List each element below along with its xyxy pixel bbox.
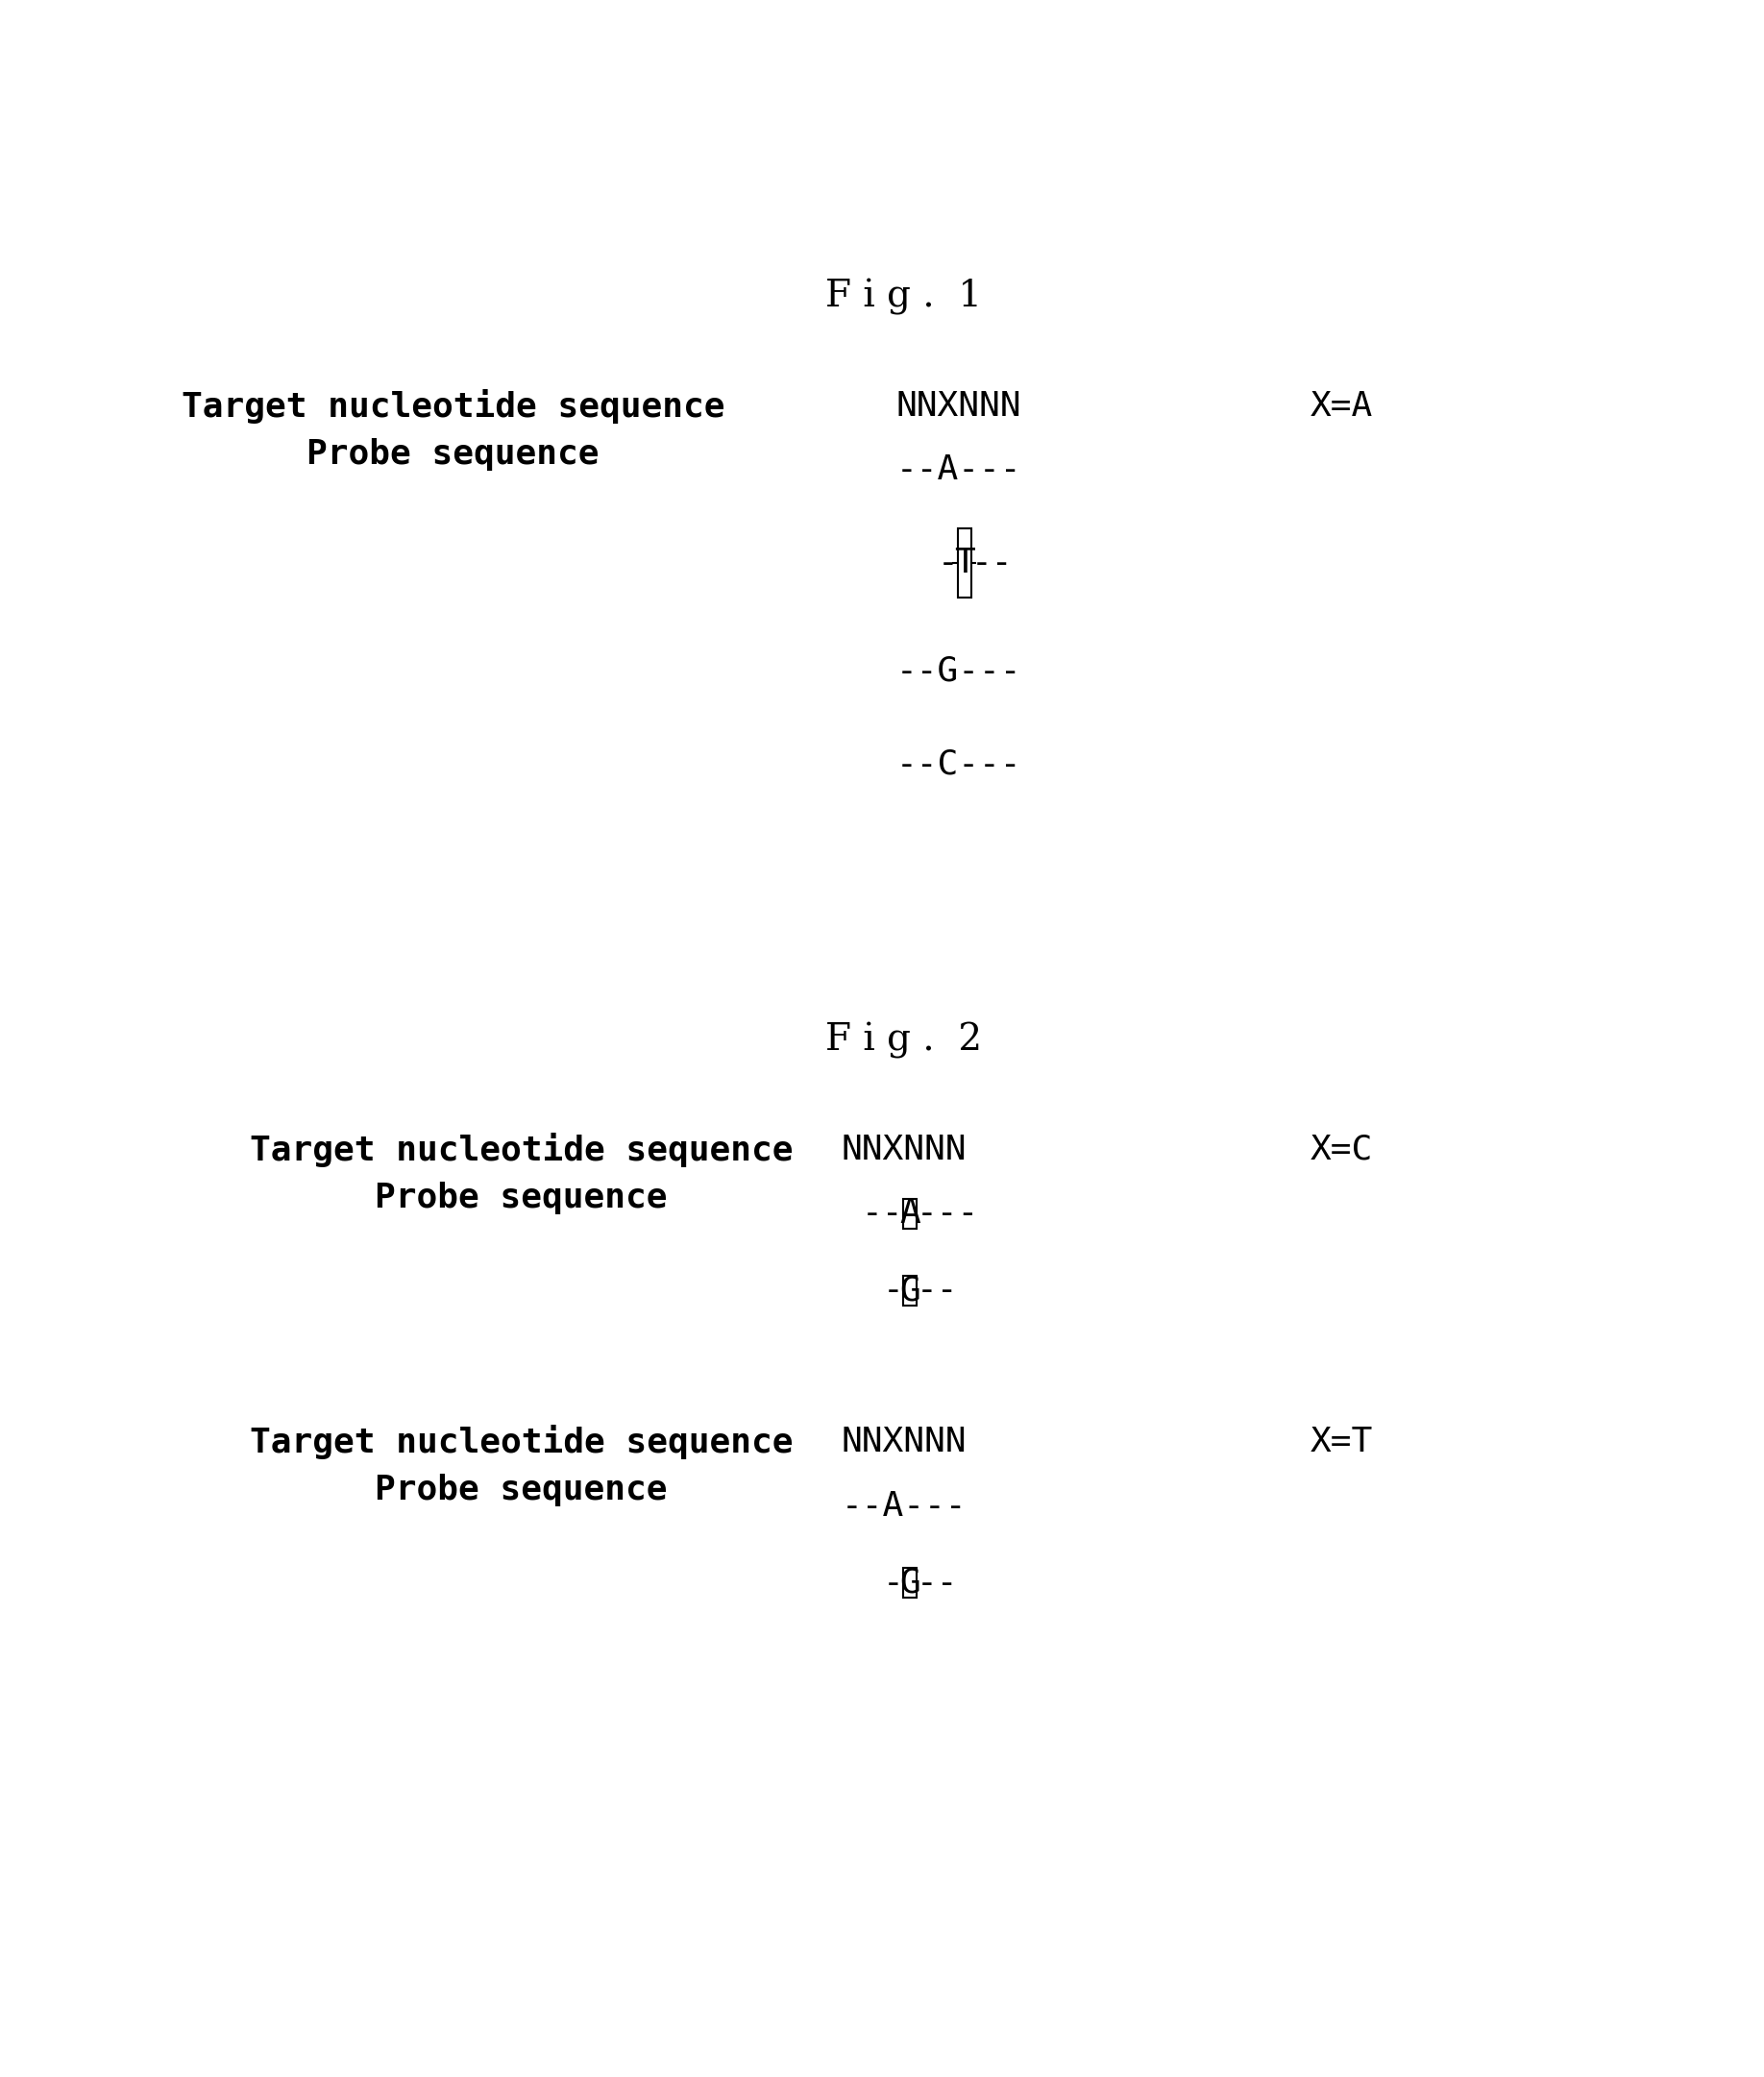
Text: -: - xyxy=(882,1273,903,1306)
Text: -: - xyxy=(937,546,958,579)
Text: Probe sequence: Probe sequence xyxy=(376,1475,667,1506)
Text: F i g .  1: F i g . 1 xyxy=(826,278,983,316)
Text: ---: --- xyxy=(916,1196,979,1230)
Text: Target nucleotide sequence: Target nucleotide sequence xyxy=(249,1132,794,1167)
Text: A: A xyxy=(900,1196,921,1230)
Text: --: -- xyxy=(861,1196,903,1230)
Text: NNXNNN: NNXNNN xyxy=(841,1134,967,1165)
Text: --A---: --A--- xyxy=(896,453,1021,486)
Text: --: -- xyxy=(916,1566,958,1599)
Text: F i g .  2: F i g . 2 xyxy=(826,1022,983,1059)
Bar xyxy=(903,1198,916,1230)
Text: G: G xyxy=(900,1273,921,1306)
Text: -T--: -T-- xyxy=(917,546,1000,579)
Bar xyxy=(958,528,970,598)
Text: Target nucleotide sequence: Target nucleotide sequence xyxy=(182,388,725,424)
Text: Target nucleotide sequence: Target nucleotide sequence xyxy=(249,1425,794,1460)
Text: --A---: --A--- xyxy=(841,1489,967,1522)
Text: NNXNNN: NNXNNN xyxy=(841,1427,967,1458)
Text: X=C: X=C xyxy=(1311,1134,1372,1165)
Text: --A---: --A--- xyxy=(841,1196,967,1230)
Text: X=T: X=T xyxy=(1311,1427,1372,1458)
Text: --: -- xyxy=(970,546,1013,579)
Text: --C---: --C--- xyxy=(896,748,1021,781)
Text: -G--: -G-- xyxy=(863,1566,946,1599)
Text: --G---: --G--- xyxy=(896,654,1021,687)
Text: Probe sequence: Probe sequence xyxy=(307,438,600,469)
Bar xyxy=(903,1275,916,1304)
Text: X=A: X=A xyxy=(1311,390,1372,422)
Text: -: - xyxy=(882,1566,903,1599)
Text: T: T xyxy=(954,546,975,579)
Text: -G--: -G-- xyxy=(863,1273,946,1306)
Text: --: -- xyxy=(916,1273,958,1306)
Text: G: G xyxy=(900,1566,921,1599)
Bar xyxy=(903,1568,916,1597)
Text: NNXNNN: NNXNNN xyxy=(896,390,1021,422)
Text: Probe sequence: Probe sequence xyxy=(376,1182,667,1213)
